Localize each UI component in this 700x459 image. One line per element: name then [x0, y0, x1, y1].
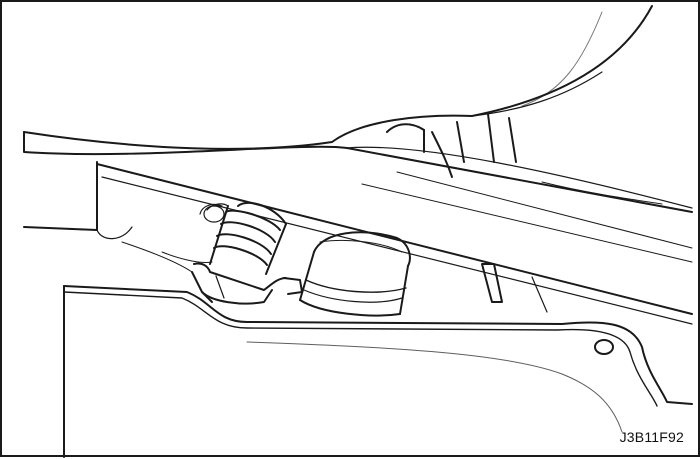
cross-member-bar: [23, 131, 693, 325]
fuel-tank: [23, 5, 653, 150]
figure-code-label: J3B11F92: [619, 429, 684, 445]
corrugated-hose: [203, 201, 287, 275]
filler-neck: [299, 231, 411, 317]
body-panel: [23, 113, 693, 458]
hose-clamp: [191, 262, 303, 305]
mounting-bracket: [161, 203, 223, 263]
